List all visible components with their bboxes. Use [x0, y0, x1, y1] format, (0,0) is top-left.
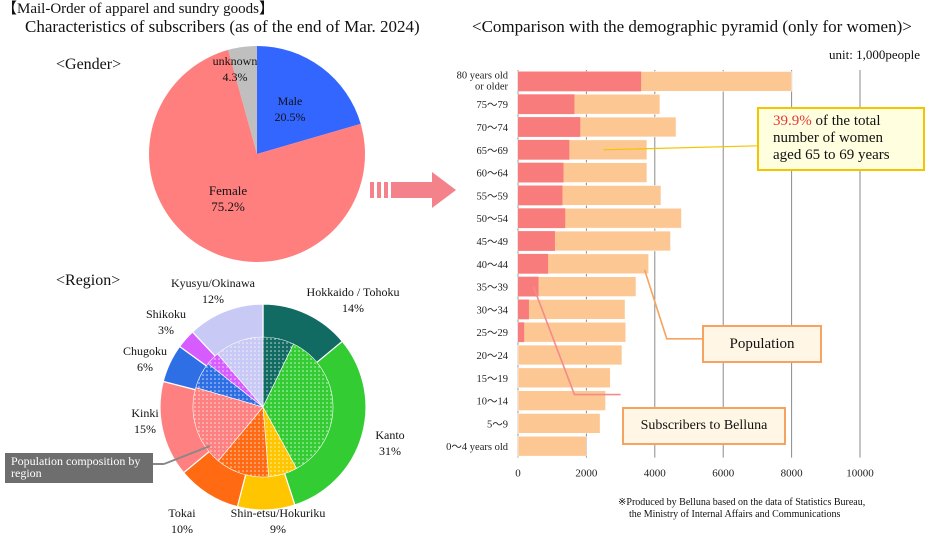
y-tick-label: or older	[475, 82, 508, 93]
subscriber-bar-80-years-old-or-older	[518, 71, 642, 92]
gender-label-female: Female 75.2%	[208, 183, 248, 214]
highlight-percentage: 39.9%	[773, 113, 812, 129]
subscriber-bar-45-49	[518, 231, 555, 251]
footnote: ※Produced by Belluna based on the data o…	[618, 497, 865, 521]
x-tick-label: 6000	[712, 468, 735, 480]
region-label-shikoku: Shikoku 3%	[145, 307, 186, 337]
y-tick-label: 25～29	[477, 328, 509, 339]
highlight-text-1: of the total	[811, 113, 881, 129]
region-label-kinki: Kinki 15%	[131, 406, 159, 436]
region-label-chugoku: Chugoku 6%	[122, 344, 167, 374]
subscriber-bar-70-74	[518, 117, 581, 137]
subscriber-bar-55-59	[518, 185, 563, 206]
subscriber-bar-35-39	[518, 276, 539, 297]
gender-slice-male	[257, 46, 361, 154]
population-leader-line	[643, 269, 707, 340]
y-tick-label: 40～44	[477, 260, 509, 271]
y-tick-label: 60～64	[477, 169, 509, 180]
region-label-shinetsu: Shin-etsu/Hokuriku 9%	[230, 506, 326, 536]
region-inner-pattern-tokai	[218, 407, 269, 477]
y-tick-label: 55～59	[477, 191, 509, 202]
subscriber-bar-30-34	[518, 299, 529, 320]
y-tick-label: 35～39	[477, 283, 509, 294]
population-bar-15-19	[517, 367, 611, 388]
region-label-tokai: Tokai 10%	[168, 506, 196, 536]
subscriber-bar-65-69	[518, 139, 570, 160]
highlight-text-2: number of women	[773, 130, 883, 146]
x-tick-label: 10000	[846, 468, 874, 480]
y-tick-label: 75～79	[477, 100, 509, 111]
region-inner-pattern-kinki	[193, 387, 263, 461]
region-label-hokkaido: Hokkaido / Tohoku 14%	[306, 285, 400, 315]
population-callout: Population	[702, 325, 822, 363]
unit-label: unit: 1,000people	[829, 47, 920, 62]
y-tick-label: 15～19	[477, 374, 509, 385]
population-bar-20-24	[517, 344, 623, 366]
footnote-line-2: the Ministry of Internal Affairs and Com…	[629, 509, 841, 520]
y-tick-label: 30～34	[477, 305, 509, 316]
page-subtitle: Characteristics of subscribers (as of th…	[25, 17, 420, 36]
population-bar-30-34	[517, 299, 626, 320]
region-label-kyusyu: Kyusyu/Okinawa 12%	[171, 276, 255, 306]
gender-label-male: Male 20.5%	[274, 94, 306, 124]
region-pie-chart	[159, 303, 367, 511]
y-tick-label: 45～49	[477, 237, 509, 248]
x-tick-label: 4000	[644, 468, 667, 480]
gender-pie-chart	[148, 46, 365, 262]
y-tick-label: 10～14	[477, 397, 509, 408]
y-tick-label: 50～54	[477, 214, 509, 225]
y-tick-label: 80 years old	[457, 71, 509, 82]
highlight-text-3: aged 65 to 69 years	[773, 147, 890, 163]
footnote-line-1: ※Produced by Belluna based on the data o…	[618, 497, 866, 508]
y-tick-label: 65～69	[477, 146, 509, 157]
y-tick-label: 20～24	[477, 351, 509, 362]
subscribers-leader-line	[532, 286, 621, 396]
gender-slice-female	[148, 49, 365, 262]
pyramid-title: <Comparison with the demographic pyramid…	[472, 17, 912, 36]
gender-slice-unknown	[228, 46, 257, 154]
region-inner-pattern-shikoku	[208, 353, 263, 407]
gender-label-unknown: unknown 4.3%	[212, 54, 258, 84]
y-tick-label: 5～9	[487, 419, 508, 430]
region-inner-pattern-chugoku	[195, 363, 263, 407]
x-tick-label: 0	[515, 468, 521, 480]
x-tick-label: 2000	[575, 468, 598, 480]
region-inner-pattern-shin-etsu-hokuriku	[263, 407, 297, 477]
gender-heading: <Gender>	[56, 56, 122, 73]
region-heading: <Region>	[56, 272, 121, 289]
population-composition-legend: Population composition by region	[5, 453, 153, 483]
transition-arrow	[370, 172, 456, 208]
subscriber-bar-50-54	[518, 208, 566, 229]
region-label-kanto: Kanto 31%	[375, 428, 405, 458]
population-bar-10-14	[517, 390, 606, 411]
region-inner-pattern-hokkaido-tohoku	[263, 337, 294, 407]
y-tick-label: 0～4 years old	[446, 442, 509, 453]
subscriber-bar-40-44	[518, 253, 549, 274]
y-tick-label: 70～74	[477, 123, 509, 134]
population-bar-25-29	[517, 322, 626, 343]
x-tick-label: 8000	[781, 468, 804, 480]
legend-leader-line	[150, 445, 211, 465]
population-bar-5-9	[517, 413, 601, 434]
population-bar-0-4-years-old	[517, 436, 587, 457]
highlight-callout: 39.9% of the total number of women aged …	[757, 107, 925, 171]
region-inner-pattern-kyusyu-okinawa	[217, 337, 263, 407]
subscribers-callout: Subscribers to Belluna	[622, 407, 786, 445]
subscriber-bar-60-64	[518, 162, 564, 183]
page-title: 【Mail-Order of apparel and sundry goods】	[2, 1, 275, 17]
subscriber-bar-75-79	[518, 94, 575, 115]
region-inner-pattern-kanto	[263, 344, 333, 469]
subscriber-bar-25-29	[518, 322, 525, 343]
